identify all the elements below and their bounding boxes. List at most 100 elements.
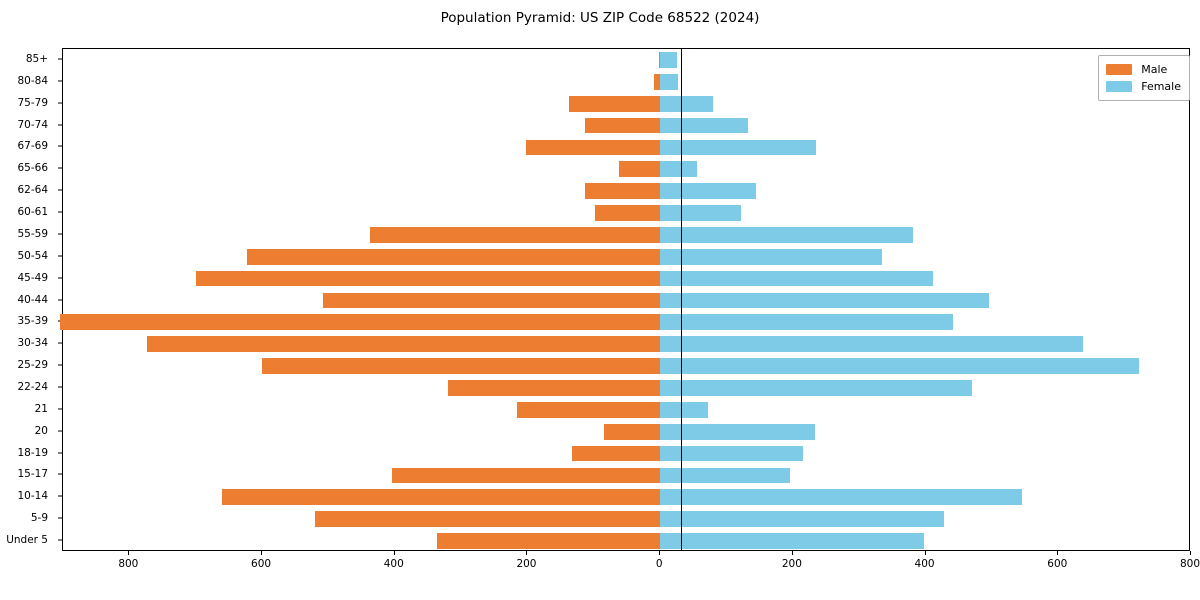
female-bar[interactable] bbox=[660, 314, 954, 331]
y-axis-tick-label: 67-69 bbox=[17, 140, 48, 153]
pyramid-row bbox=[63, 95, 1189, 112]
female-bar[interactable] bbox=[660, 117, 749, 134]
x-axis-tick-label: 200 bbox=[516, 558, 537, 570]
male-bar[interactable] bbox=[392, 467, 661, 484]
legend-label: Female bbox=[1141, 80, 1181, 93]
female-bar[interactable] bbox=[660, 95, 714, 112]
y-axis-tick-label: 85+ bbox=[25, 52, 48, 65]
female-bar[interactable] bbox=[660, 401, 708, 418]
y-axis-tick-label: 10-14 bbox=[17, 490, 48, 503]
x-axis-tick-mark bbox=[659, 551, 661, 555]
female-bar[interactable] bbox=[660, 139, 817, 156]
female-bar[interactable] bbox=[660, 270, 933, 287]
legend-color-swatch bbox=[1106, 81, 1133, 92]
x-axis-tick-mark bbox=[791, 551, 793, 555]
y-axis-tick-label: 18-19 bbox=[17, 446, 48, 459]
y-axis-tick-mark bbox=[58, 124, 62, 126]
female-bar[interactable] bbox=[660, 227, 913, 243]
male-bar[interactable] bbox=[604, 423, 661, 440]
male-bar[interactable] bbox=[60, 314, 661, 331]
y-axis-tick-mark bbox=[58, 342, 62, 344]
female-bar[interactable] bbox=[660, 161, 698, 178]
y-axis-tick-mark bbox=[58, 233, 62, 235]
female-bar[interactable] bbox=[660, 73, 679, 90]
y-axis-tick-mark bbox=[58, 320, 62, 322]
x-axis-tick-mark bbox=[526, 551, 528, 555]
x-axis-ticks: 800 600 400 200 0 200 400 600 800 bbox=[0, 551, 1200, 591]
male-bar[interactable] bbox=[585, 183, 661, 199]
male-bar[interactable] bbox=[571, 445, 661, 462]
male-bar[interactable] bbox=[262, 358, 661, 374]
y-axis-tick-mark bbox=[58, 408, 62, 410]
female-bar[interactable] bbox=[660, 511, 945, 528]
female-bar[interactable] bbox=[660, 489, 1022, 506]
pyramid-row bbox=[63, 423, 1189, 440]
x-axis-tick-label: 800 bbox=[1179, 558, 1200, 570]
x-axis-tick-label: 400 bbox=[914, 558, 935, 570]
y-axis-tick-mark bbox=[58, 539, 62, 541]
female-bar[interactable] bbox=[660, 533, 925, 549]
y-axis-tick-mark bbox=[58, 473, 62, 475]
x-axis-tick-mark bbox=[1057, 551, 1059, 555]
male-bar[interactable] bbox=[436, 533, 661, 549]
female-bar[interactable] bbox=[660, 205, 742, 221]
y-axis-tick-mark bbox=[58, 102, 62, 104]
female-bar[interactable] bbox=[660, 52, 678, 68]
x-axis-tick-mark bbox=[1190, 551, 1191, 555]
male-bar[interactable] bbox=[222, 489, 661, 506]
y-axis-tick-label: 50-54 bbox=[17, 249, 48, 262]
y-axis-tick-label: 22-24 bbox=[17, 380, 48, 393]
male-bar[interactable] bbox=[585, 117, 661, 134]
female-bar[interactable] bbox=[660, 467, 791, 484]
female-bar[interactable] bbox=[660, 445, 804, 462]
female-bar[interactable] bbox=[660, 292, 989, 309]
male-bar[interactable] bbox=[568, 95, 661, 112]
legend-entry[interactable]: Female bbox=[1106, 78, 1181, 95]
male-bar[interactable] bbox=[658, 52, 661, 68]
pyramid-row bbox=[63, 52, 1189, 68]
male-bar[interactable] bbox=[447, 380, 661, 396]
chart-legend: Male Female bbox=[1098, 55, 1190, 101]
male-bar[interactable] bbox=[619, 161, 661, 178]
male-bar[interactable] bbox=[516, 401, 661, 418]
pyramid-row bbox=[63, 511, 1189, 528]
female-bar[interactable] bbox=[660, 358, 1140, 374]
y-axis-tick-label: 15-17 bbox=[17, 468, 48, 481]
x-axis-tick-label: 400 bbox=[383, 558, 404, 570]
bars-layer bbox=[60, 49, 1189, 550]
x-axis-tick-label: 0 bbox=[655, 558, 663, 570]
female-bar[interactable] bbox=[660, 380, 973, 396]
legend-label: Male bbox=[1141, 63, 1168, 76]
y-axis-tick-label: 20 bbox=[34, 424, 48, 437]
female-bar[interactable] bbox=[660, 183, 756, 199]
male-bar[interactable] bbox=[653, 73, 661, 90]
pyramid-row bbox=[63, 336, 1189, 353]
male-bar[interactable] bbox=[526, 139, 661, 156]
y-axis-tick-mark bbox=[58, 189, 62, 191]
female-bar[interactable] bbox=[660, 336, 1083, 353]
y-axis-tick-label: 5-9 bbox=[30, 512, 48, 525]
y-axis-tick-label: 62-64 bbox=[17, 184, 48, 197]
pyramid-row bbox=[63, 117, 1189, 134]
y-axis-tick-mark bbox=[58, 167, 62, 169]
male-bar[interactable] bbox=[323, 292, 661, 309]
pyramid-row bbox=[63, 401, 1189, 418]
y-axis-tick-mark bbox=[58, 299, 62, 300]
male-bar[interactable] bbox=[147, 336, 661, 353]
male-bar[interactable] bbox=[595, 205, 661, 221]
y-axis-tick-label: 21 bbox=[34, 402, 48, 415]
chart-title: Population Pyramid: US ZIP Code 68522 (2… bbox=[440, 10, 760, 26]
y-axis-tick-label: Under 5 bbox=[6, 534, 48, 547]
y-axis-tick-label: 45-49 bbox=[17, 271, 48, 284]
y-axis-tick-label: 40-44 bbox=[17, 293, 48, 306]
y-axis-tick-label: 25-29 bbox=[17, 359, 48, 372]
legend-entry[interactable]: Male bbox=[1106, 61, 1181, 78]
male-bar[interactable] bbox=[247, 248, 661, 265]
female-bar[interactable] bbox=[660, 248, 883, 265]
male-bar[interactable] bbox=[315, 511, 661, 528]
male-bar[interactable] bbox=[195, 270, 661, 287]
female-bar[interactable] bbox=[660, 423, 815, 440]
male-bar[interactable] bbox=[370, 227, 661, 243]
pyramid-row bbox=[63, 183, 1189, 199]
